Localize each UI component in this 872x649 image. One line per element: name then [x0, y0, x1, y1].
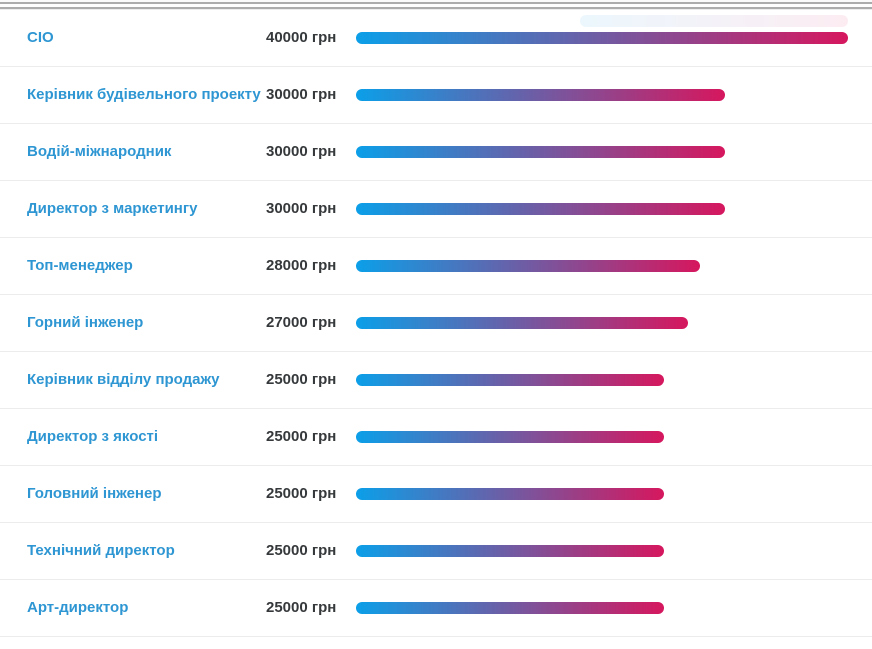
salary-bar-cell — [356, 595, 848, 614]
salary-bar — [356, 545, 664, 557]
salary-bar — [356, 602, 664, 614]
salary-bar — [356, 317, 689, 329]
salary-bar-cell — [356, 310, 848, 329]
salary-bar-cell — [356, 196, 848, 215]
job-title-link[interactable]: Головний інженер — [27, 485, 162, 502]
salary-bar — [356, 89, 725, 101]
job-title-link[interactable]: Технічний директор — [27, 542, 175, 559]
salary-value: 25000 грн — [266, 542, 337, 559]
job-title-link[interactable]: CIO — [27, 29, 54, 46]
table-row: Головний інженер 25000 грн — [0, 466, 872, 523]
table-row: Арт-директор 25000 грн — [0, 580, 872, 637]
salary-bar — [356, 374, 664, 386]
job-title-link[interactable]: Керівник відділу продажу — [27, 371, 220, 388]
salary-value: 30000 грн — [266, 86, 337, 103]
job-title-link[interactable]: Топ-менеджер — [27, 257, 133, 274]
salary-bar-cell — [356, 481, 848, 500]
job-title-link[interactable]: Горний інженер — [27, 314, 144, 331]
job-title-link[interactable]: Водій-міжнародник — [27, 143, 172, 160]
job-title-link[interactable]: Арт-директор — [27, 599, 129, 616]
salary-value: 27000 грн — [266, 314, 337, 331]
table-row: Технічний директор 25000 грн — [0, 523, 872, 580]
salary-value: 25000 грн — [266, 371, 337, 388]
salary-bar-cell — [356, 139, 848, 158]
salary-bar-cell — [356, 367, 848, 386]
table-row: Водій-міжнародник 30000 грн — [0, 124, 872, 181]
table-row: Керівник будівельного проекту 30000 грн — [0, 67, 872, 124]
salary-value: 25000 грн — [266, 485, 337, 502]
salary-value: 28000 грн — [266, 257, 337, 274]
salary-bar — [356, 203, 725, 215]
salary-bar — [356, 260, 701, 272]
salary-bar — [356, 431, 664, 443]
table-row: CIO 40000 грн — [0, 10, 872, 67]
salary-bar-cell — [356, 424, 848, 443]
job-title-link[interactable]: Керівник будівельного проекту — [27, 86, 261, 103]
salary-value: 25000 грн — [266, 599, 337, 616]
table-row: Директор з якості 25000 грн — [0, 409, 872, 466]
salary-bar — [356, 146, 725, 158]
salary-value: 30000 грн — [266, 143, 337, 160]
salary-bar-cell — [356, 82, 848, 101]
top-divider-strip — [0, 0, 872, 9]
salary-bar — [356, 488, 664, 500]
salary-table: CIO 40000 грн Керівник будівельного прое… — [0, 9, 872, 637]
table-row: Керівник відділу продажу 25000 грн — [0, 352, 872, 409]
table-row: Топ-менеджер 28000 грн — [0, 238, 872, 295]
job-title-link[interactable]: Директор з якості — [27, 428, 159, 445]
salary-value: 40000 грн — [266, 29, 337, 46]
salary-bar — [356, 32, 848, 44]
salary-bar-cell — [356, 253, 848, 272]
salary-bar-cell — [356, 538, 848, 557]
salary-value: 25000 грн — [266, 428, 337, 445]
table-row: Горний інженер 27000 грн — [0, 295, 872, 352]
salary-value: 30000 грн — [266, 200, 337, 217]
table-row: Директор з маркетингу 30000 грн — [0, 181, 872, 238]
salary-bar-cell — [356, 25, 848, 44]
top-divider-lines — [0, 2, 872, 9]
job-title-link[interactable]: Директор з маркетингу — [27, 200, 198, 217]
